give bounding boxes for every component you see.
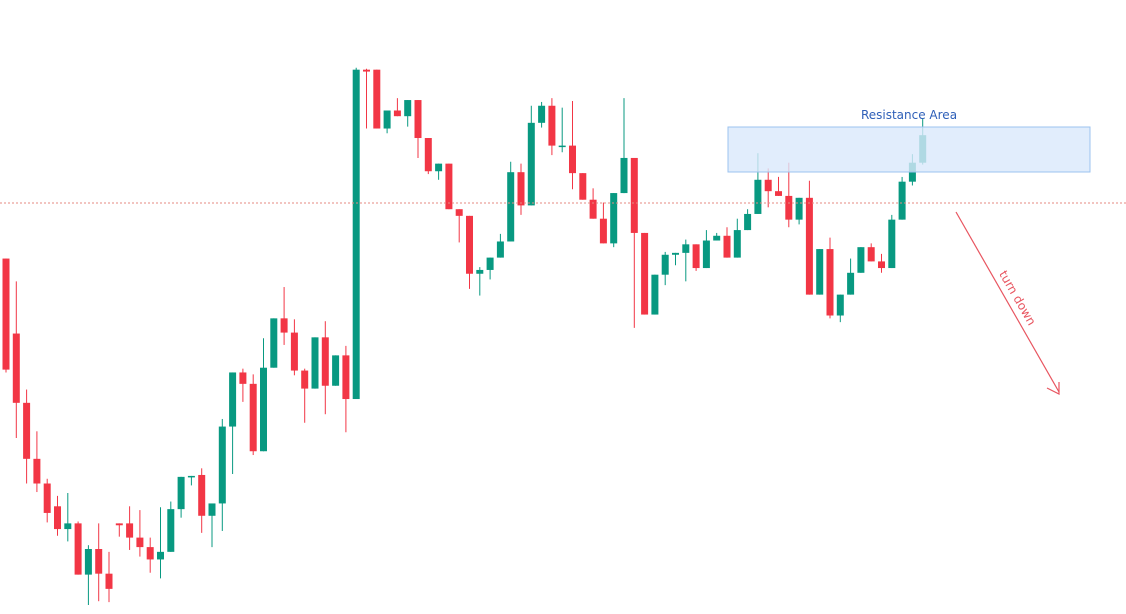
candle-body-up [857,247,865,273]
candle-body-up [64,523,72,530]
candle-body-up [672,252,679,255]
candle-body-up [816,249,824,295]
candle-body-down [290,332,298,371]
candle-body-up [270,318,278,368]
candle-body-down [95,549,103,574]
turn-down-arrow-shaft [955,211,1060,393]
candle-body-down [589,199,597,219]
candle-body-up [332,355,340,386]
candle-body-up [733,230,741,258]
candle-body-down [239,372,247,384]
candle-body-down [54,506,61,530]
candle-body-up [187,475,195,478]
candle-body-up [795,197,803,220]
candle-body-down [692,244,700,269]
candle-body-down [414,100,422,139]
candle-body-up [229,372,237,427]
candle-body-down [280,318,288,333]
candle-body-up [744,213,752,231]
candle-body-up [404,100,412,117]
candle-body-down [785,195,793,220]
candle-body-up [527,122,535,206]
candle-body-down [2,258,10,370]
candles-layer [2,67,927,605]
candle-body-down [301,370,309,389]
candle-body-down [569,145,576,174]
candle-body-up [352,69,360,400]
candle-body-up [754,179,762,214]
candle-body-down [363,69,370,72]
candle-body-down [630,157,638,233]
candle-body-down [393,110,401,117]
candle-body-up [888,219,896,269]
candle-body-up [311,337,319,389]
candle-body-up [661,254,669,275]
candle-body-down [342,355,350,400]
candle-body-up [260,367,267,452]
turn-down-arrow [955,211,1060,395]
candle-body-up [538,105,546,123]
candle-body-down [198,474,206,516]
candle-body-down [105,573,113,589]
candle-body-up [507,172,515,242]
candle-body-up [218,426,226,504]
candle-body-up [435,163,443,172]
candle-body-up [558,145,566,148]
candle-body-down [723,235,731,258]
candle-body-down [321,337,329,386]
candle-body-up [713,235,721,241]
candle-body-down [249,383,257,452]
candle-body-down [445,163,453,210]
candle-body-down [805,197,813,295]
candle-body-up [610,193,618,244]
candle-body-down [43,483,51,513]
candle-body-up [157,551,164,560]
candle-body-down [74,523,82,575]
candle-body-down [126,523,134,538]
candle-body-down [12,333,20,403]
resistance-area-zone [727,126,1091,173]
candle-body-up [167,509,175,552]
candle-body-down [517,172,525,206]
candle-body-up [383,110,391,129]
candle-body-down [466,215,473,274]
candle-body-down [23,402,31,459]
candle-body-down [548,105,556,146]
candle-body-down [878,261,885,269]
candle-body-down [115,523,123,526]
candle-body-up [177,476,185,510]
candle-body-down [33,458,41,484]
candle-body-up [847,272,855,295]
candle-body-up [486,257,494,270]
candle-body-down [455,209,463,216]
candle-body-up [476,269,484,274]
candle-body-down [599,218,607,244]
turn-down-arrow-head [1046,382,1060,395]
candle-body-up [651,274,659,315]
candle-body-up [620,157,628,194]
resistance-area-label: Resistance Area [861,108,957,122]
candle-body-up [898,181,906,220]
candle-body-up [84,549,92,575]
candle-body-up [208,503,216,516]
candle-body-down [373,69,381,129]
candle-body-down [579,173,587,200]
candle-body-down [146,547,154,560]
candle-body-down [867,247,875,262]
candle-body-up [836,294,844,316]
candle-body-down [764,179,772,192]
candle-body-down [424,138,432,172]
candle-body-down [826,249,834,316]
candle-body-down [775,191,782,196]
candle-body-down [136,537,144,548]
candle-body-up [496,241,504,258]
candle-body-up [682,244,690,253]
candle-body-up [702,240,710,269]
candle-body-down [641,232,649,315]
